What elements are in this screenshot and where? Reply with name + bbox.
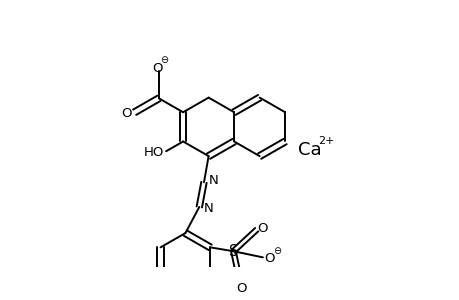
Text: O: O (257, 222, 268, 235)
Text: 2+: 2+ (317, 136, 334, 146)
Text: N: N (208, 174, 218, 187)
Text: N: N (203, 202, 213, 215)
Text: ⊖: ⊖ (160, 55, 168, 65)
Text: O: O (121, 107, 132, 120)
Text: S: S (228, 244, 238, 259)
Text: HO: HO (143, 146, 163, 159)
Text: ⊖: ⊖ (272, 246, 280, 256)
Text: Ca: Ca (297, 141, 321, 159)
Text: O: O (152, 62, 162, 76)
Text: O: O (235, 282, 246, 295)
Text: O: O (263, 252, 274, 265)
